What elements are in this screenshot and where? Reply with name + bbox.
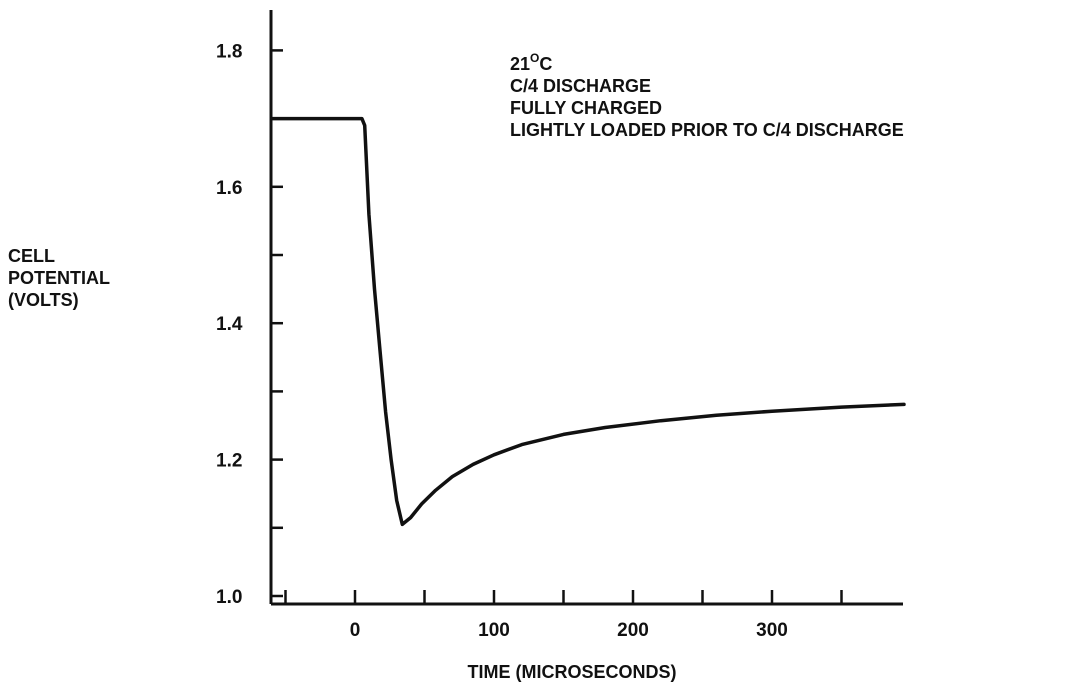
annotation-temperature-degree: O	[530, 51, 539, 65]
y-axis-title-line-1: CELL	[8, 246, 55, 266]
y-tick-label: 1.8	[216, 41, 242, 62]
annotation-temperature-unit: C	[539, 54, 552, 74]
y-tick-label: 1.6	[216, 178, 242, 199]
x-tick-label: 0	[350, 620, 361, 641]
x-tick-label: 200	[617, 620, 649, 641]
series-line	[269, 116, 906, 527]
tick-labels: 1.0 1.2 1.4 1.6 1.8 0 100 200 300	[216, 41, 788, 641]
x-axis-title: TIME (MICROSECONDS)	[468, 662, 677, 682]
annotation-line-1: C/4 DISCHARGE	[510, 76, 651, 96]
axes	[269, 10, 903, 606]
y-tick-label: 1.0	[216, 587, 242, 608]
annotation-temperature: 21OC	[510, 51, 552, 74]
y-axis-title-line-2: POTENTIAL	[8, 268, 110, 288]
x-tick-label: 100	[478, 620, 510, 641]
y-axis-title-line-3: (VOLTS)	[8, 290, 79, 310]
y-tick-label: 1.2	[216, 451, 242, 472]
ticks	[271, 49, 843, 604]
annotation-line-3: LIGHTLY LOADED PRIOR TO C/4 DISCHARGE	[510, 120, 904, 140]
y-tick-label: 1.4	[216, 314, 243, 335]
x-tick-label: 300	[756, 620, 788, 641]
annotation-temperature-value: 21	[510, 54, 530, 74]
annotation-line-2: FULLY CHARGED	[510, 98, 662, 118]
